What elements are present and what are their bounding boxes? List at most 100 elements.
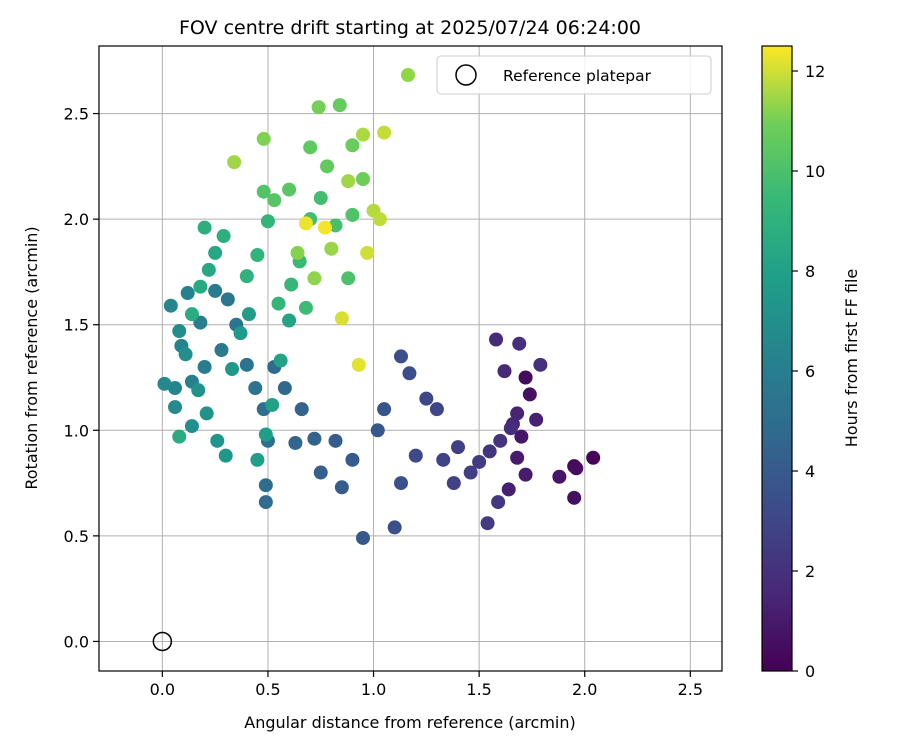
data-point <box>429 402 444 417</box>
data-point <box>227 155 242 170</box>
colorbar-tick-label: 2 <box>805 562 815 581</box>
colorbar-tick-label: 6 <box>805 362 815 381</box>
data-point <box>218 448 233 463</box>
data-point <box>290 245 305 260</box>
x-axis-ticks: 0.0 0.5 1.0 1.5 2.0 2.5 <box>150 671 703 699</box>
data-point <box>184 419 199 434</box>
y-tick-label: 1.5 <box>64 316 89 335</box>
data-point <box>282 182 297 197</box>
data-point <box>277 381 292 396</box>
data-point <box>586 450 601 465</box>
data-point <box>311 100 326 115</box>
data-point <box>303 140 318 155</box>
data-point <box>282 313 297 328</box>
data-point <box>510 450 525 465</box>
legend-marker-filled <box>401 68 415 82</box>
y-tick-label: 0.0 <box>64 632 89 651</box>
data-point <box>239 269 254 284</box>
data-point <box>256 131 271 146</box>
data-point <box>377 402 392 417</box>
data-point <box>370 423 385 438</box>
data-point <box>193 279 208 294</box>
data-point <box>320 159 335 174</box>
colorbar-tick-label: 10 <box>805 162 825 181</box>
data-point <box>225 362 240 377</box>
data-point <box>208 283 223 298</box>
data-point <box>472 454 487 469</box>
data-point <box>250 452 265 467</box>
data-point <box>482 444 497 459</box>
x-tick-label: 0.5 <box>255 680 280 699</box>
data-point <box>345 452 360 467</box>
chart-title: FOV centre drift starting at 2025/07/24 … <box>179 17 641 39</box>
data-point <box>402 366 417 381</box>
y-tick-label: 1.0 <box>64 421 89 440</box>
data-point <box>569 461 584 476</box>
data-point <box>313 465 328 480</box>
colorbar-label: Hours from first FF file <box>842 269 861 448</box>
data-point <box>510 406 525 421</box>
data-point <box>480 516 495 531</box>
data-point <box>493 433 508 448</box>
y-tick-label: 2.0 <box>64 210 89 229</box>
data-point <box>298 300 313 315</box>
y-axis-ticks: 0.0 0.5 1.0 1.5 2.0 2.5 <box>64 105 99 651</box>
data-point <box>184 307 199 322</box>
data-point <box>341 271 356 286</box>
data-point <box>288 435 303 450</box>
data-point <box>197 359 212 374</box>
legend-label-reference: Reference platepar <box>503 67 652 85</box>
data-point <box>451 440 466 455</box>
data-point <box>552 469 567 484</box>
y-tick-label: 2.5 <box>64 105 89 124</box>
data-point <box>351 357 366 372</box>
data-point <box>393 349 408 364</box>
data-point <box>267 193 282 208</box>
legend-box <box>436 55 712 95</box>
data-point <box>248 381 263 396</box>
data-point <box>518 467 533 482</box>
data-point <box>201 262 216 277</box>
data-point <box>298 216 313 231</box>
x-tick-label: 2.0 <box>572 680 597 699</box>
data-point <box>408 448 423 463</box>
data-point <box>241 307 256 322</box>
data-point <box>436 452 451 467</box>
data-point <box>307 271 322 286</box>
colorbar-tick-label: 8 <box>805 262 815 281</box>
data-point <box>210 433 225 448</box>
data-point <box>294 402 309 417</box>
data-point <box>191 383 206 398</box>
data-point <box>518 370 533 385</box>
data-point <box>284 277 299 292</box>
x-tick-label: 1.5 <box>466 680 491 699</box>
data-point <box>355 172 370 187</box>
data-point <box>324 241 339 256</box>
data-point <box>214 343 229 358</box>
data-point <box>345 138 360 153</box>
data-point <box>419 391 434 406</box>
colorbar-tick-label: 0 <box>805 662 815 681</box>
data-point <box>172 429 187 444</box>
data-point <box>233 326 248 341</box>
data-point <box>334 480 349 495</box>
y-axis-label: Rotation from reference (arcmin) <box>22 226 41 489</box>
data-point <box>197 220 212 235</box>
data-point <box>273 353 288 368</box>
data-point <box>313 191 328 206</box>
data-point <box>172 324 187 339</box>
x-axis-label: Angular distance from reference (arcmin) <box>244 713 575 732</box>
data-point <box>377 125 392 140</box>
x-tick-label: 1.0 <box>361 680 386 699</box>
data-point <box>208 245 223 260</box>
colorbar-tick-label: 12 <box>805 62 825 81</box>
data-point <box>514 429 529 444</box>
data-point <box>355 530 370 545</box>
data-point <box>180 286 195 301</box>
colorbar-gradient <box>761 45 793 672</box>
data-point <box>258 495 273 510</box>
data-point <box>529 412 544 427</box>
data-point <box>503 421 518 436</box>
data-point <box>271 296 286 311</box>
